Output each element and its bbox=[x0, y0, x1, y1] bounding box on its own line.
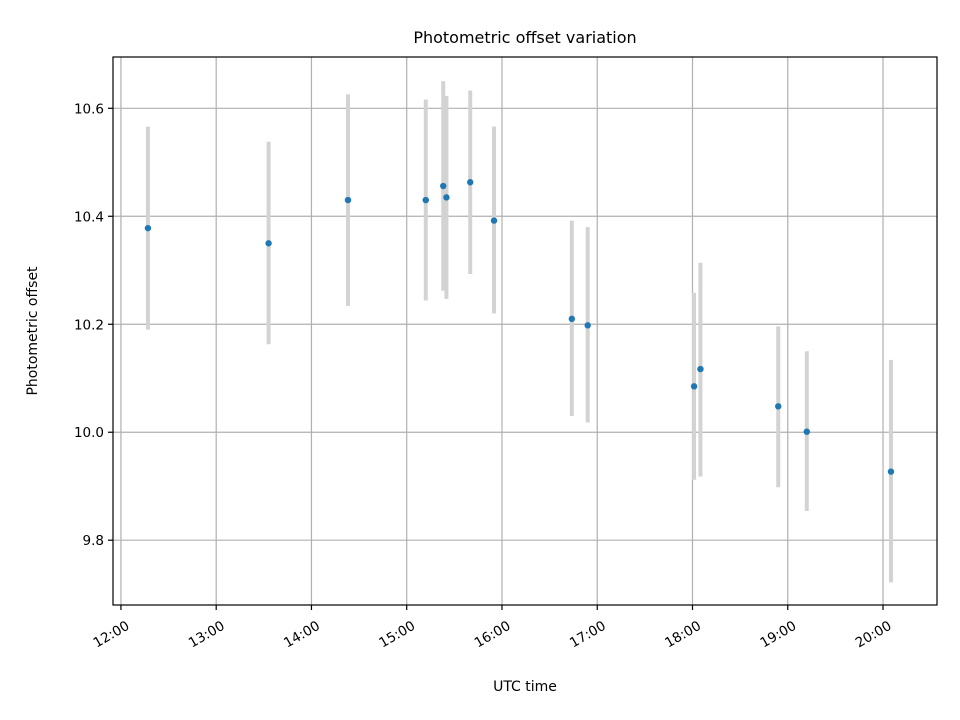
x-tick-label: 16:00 bbox=[472, 618, 514, 651]
data-point bbox=[490, 217, 498, 224]
data-point bbox=[697, 365, 704, 373]
data-point bbox=[690, 383, 698, 390]
y-tick-label: 9.8 bbox=[83, 533, 104, 549]
grid-lines bbox=[113, 57, 937, 605]
data-points bbox=[144, 179, 895, 475]
y-tick-label: 10.0 bbox=[74, 425, 104, 441]
data-point bbox=[344, 196, 352, 204]
data-point bbox=[887, 468, 895, 475]
data-point bbox=[775, 403, 782, 410]
data-point bbox=[568, 315, 576, 323]
data-point bbox=[144, 224, 152, 232]
x-tick-label: 19:00 bbox=[757, 618, 799, 651]
x-tick-label: 15:00 bbox=[376, 618, 418, 651]
x-tick-label: 12:00 bbox=[91, 618, 133, 651]
x-tick-label: 18:00 bbox=[662, 618, 704, 651]
x-axis-label: UTC time bbox=[493, 679, 557, 695]
data-point bbox=[422, 196, 429, 204]
axis-ticks: 12:00 13:00 14:00 15:00 16:00 17:00 18:00 19:00… bbox=[74, 101, 894, 651]
data-point bbox=[443, 194, 450, 201]
error-bars bbox=[145, 81, 893, 583]
data-point bbox=[467, 179, 474, 186]
x-tick-label: 14:00 bbox=[281, 618, 323, 651]
x-tick-label: 17:00 bbox=[567, 618, 609, 651]
plot-frame bbox=[112, 56, 938, 606]
y-tick-label: 10.4 bbox=[74, 209, 104, 225]
data-point bbox=[803, 428, 811, 435]
x-tick-label: 20:00 bbox=[853, 618, 895, 651]
y-tick-label: 10.2 bbox=[74, 317, 104, 333]
y-tick-label: 10.6 bbox=[74, 101, 104, 117]
chart-title: Photometric offset variation bbox=[413, 28, 636, 47]
x-tick-label: 13:00 bbox=[186, 618, 228, 651]
data-point bbox=[440, 182, 447, 190]
y-axis-label: Photometric offset bbox=[25, 266, 41, 396]
data-point bbox=[265, 240, 272, 247]
data-point bbox=[584, 322, 591, 329]
